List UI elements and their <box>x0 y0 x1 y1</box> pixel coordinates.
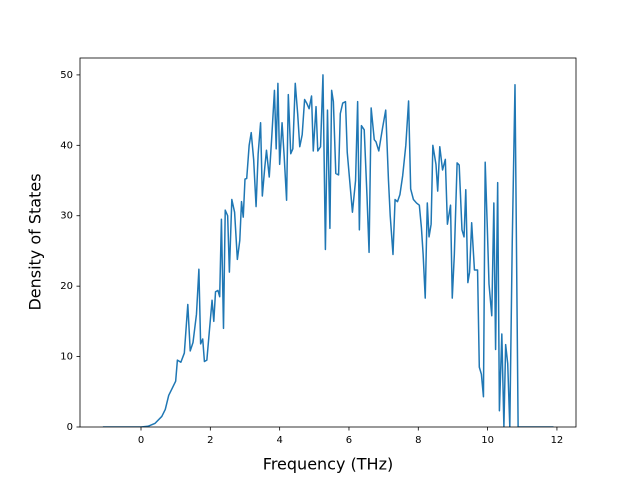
x-tick-label: 10 <box>481 435 494 446</box>
x-tick-label: 4 <box>276 435 282 446</box>
x-tick-label: 12 <box>551 435 564 446</box>
y-tick-label: 0 <box>67 422 73 433</box>
y-tick-label: 10 <box>60 352 73 363</box>
y-tick-label: 20 <box>60 281 73 292</box>
x-axis-label: Frequency (THz) <box>263 455 393 474</box>
x-tick-label: 2 <box>207 435 213 446</box>
axes-frame <box>79 57 577 428</box>
y-tick-label: 50 <box>60 70 73 81</box>
x-tick-label: 6 <box>346 435 352 446</box>
lines <box>102 74 554 427</box>
data-line <box>102 74 554 427</box>
x-tick-label: 0 <box>138 435 144 446</box>
y-tick-label: 30 <box>60 211 73 222</box>
plot-area: 0 2 4 6 8 10 12 0 10 20 30 40 50 <box>60 57 577 446</box>
y-axis-label: Density of States <box>26 173 45 310</box>
y-tick-label: 40 <box>60 140 73 151</box>
x-tick-label: 8 <box>415 435 421 446</box>
